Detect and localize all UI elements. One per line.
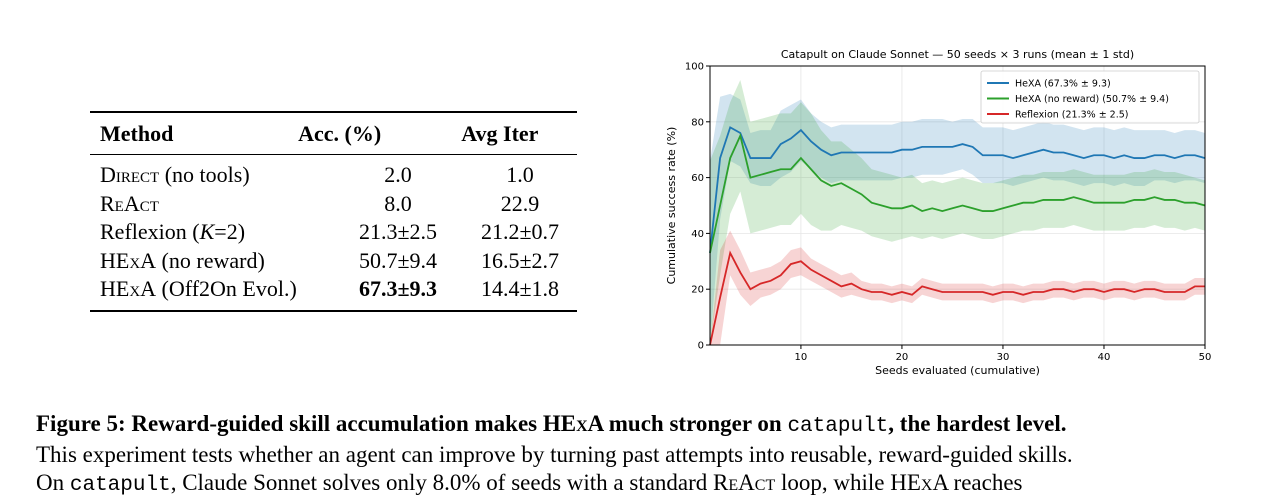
table-bottom-rule xyxy=(90,309,577,312)
acc-cell: 2.0 xyxy=(384,162,412,187)
method-suffix: (Off2On Evol.) xyxy=(156,276,297,301)
table-row: HExA (Off2On Evol.) 67.3±9.3 14.4±1.8 xyxy=(90,275,577,310)
series-line-0 xyxy=(709,126,1206,254)
method-name: HExA xyxy=(100,247,157,273)
method-suffix: =2) xyxy=(214,219,246,244)
table-header-row: Method Acc. (%) Avg Iter xyxy=(90,113,577,154)
method-name: Reflexion ( xyxy=(100,219,200,244)
table-row: ReAct 8.0 22.9 xyxy=(90,190,577,219)
std-band-1 xyxy=(710,79,1205,345)
acc-cell: 67.3±9.3 xyxy=(358,276,438,301)
plot-frame xyxy=(709,65,1206,346)
x-tick-label: 40 xyxy=(1098,352,1111,363)
acc-cell: 21.3±2.5 xyxy=(358,219,438,244)
method-cell: HExA (no reward) xyxy=(90,247,333,276)
table-row: HExA (no reward) 50.7±9.4 16.5±2.7 xyxy=(90,247,577,276)
chart-title: Catapult on Claude Sonnet — 50 seeds × 3… xyxy=(781,48,1134,61)
header-accuracy: Acc. (%) xyxy=(298,121,382,146)
table-top-rule xyxy=(90,111,577,113)
results-table: Method Acc. (%) Avg Iter Direct (no tool… xyxy=(90,111,577,312)
acc-cell: 8.0 xyxy=(384,190,412,216)
iter-cell: 21.2±0.7 xyxy=(480,219,560,244)
caption-line-2: This experiment tests whether an agent c… xyxy=(36,442,1073,467)
legend-label-0: HeXA (67.3% ± 9.3) xyxy=(1015,79,1111,90)
method-name: Direct xyxy=(100,162,160,187)
y-tick-label: 0 xyxy=(698,341,704,352)
series-line-1 xyxy=(709,132,1206,254)
y-axis-label: Cumulative success rate (%) xyxy=(665,127,678,285)
x-tick-label: 50 xyxy=(1199,352,1212,363)
iter-cell: 16.5±2.7 xyxy=(480,247,560,273)
x-tick-label: 10 xyxy=(795,352,808,363)
method-cell: Direct (no tools) xyxy=(90,155,333,190)
table-row: Reflexion (K=2) 21.3±2.5 21.2±0.7 xyxy=(90,218,577,247)
success-rate-chart: 10 20 30 40 50 0 20 40 60 80 100 Catapult on Claude… xyxy=(665,48,1212,377)
header-avg-iter: Avg Iter xyxy=(461,121,539,146)
x-tick-label: 20 xyxy=(896,352,909,363)
method-k: K xyxy=(199,219,215,244)
method-cell: HExA (Off2On Evol.) xyxy=(90,275,333,310)
y-tick-label: 40 xyxy=(691,229,704,240)
figure-caption: Figure 5: Reward-guided skill accumulati… xyxy=(36,410,1236,500)
x-axis-label: Seeds evaluated (cumulative) xyxy=(875,364,1040,377)
table-mid-rule xyxy=(90,154,577,155)
legend-label-1: HeXA (no reward) (50.7% ± 9.4) xyxy=(1015,94,1169,105)
method-suffix: (no tools) xyxy=(159,162,250,187)
y-tick-label: 20 xyxy=(691,285,704,296)
method-suffix: (no reward) xyxy=(156,247,265,273)
acc-cell: 50.7±9.4 xyxy=(358,247,438,273)
x-tick-label: 30 xyxy=(997,352,1010,363)
iter-cell: 22.9 xyxy=(500,190,540,216)
iter-cell: 1.0 xyxy=(506,162,534,187)
method-name: ReAct xyxy=(100,190,159,216)
table-row: Direct (no tools) 2.0 1.0 xyxy=(90,155,577,190)
caption-title: Figure 5: Reward-guided skill accumulati… xyxy=(36,411,1067,438)
legend-label-2: Reflexion (21.3% ± 2.5) xyxy=(1015,110,1129,121)
y-tick-label: 80 xyxy=(691,117,704,128)
y-tick-label: 100 xyxy=(685,62,704,73)
method-cell: ReAct xyxy=(90,190,333,219)
series-line-2 xyxy=(709,250,1205,346)
legend-box xyxy=(980,70,1200,124)
method-cell: Reflexion (K=2) xyxy=(90,218,333,247)
y-tick-label: 60 xyxy=(691,173,704,184)
iter-cell: 14.4±1.8 xyxy=(480,276,560,301)
method-name: HExA xyxy=(100,276,157,301)
caption-line-3: On catapult, Claude Sonnet solves only 8… xyxy=(36,470,1023,497)
header-method: Method xyxy=(100,121,174,146)
std-band-2 xyxy=(710,230,1205,345)
